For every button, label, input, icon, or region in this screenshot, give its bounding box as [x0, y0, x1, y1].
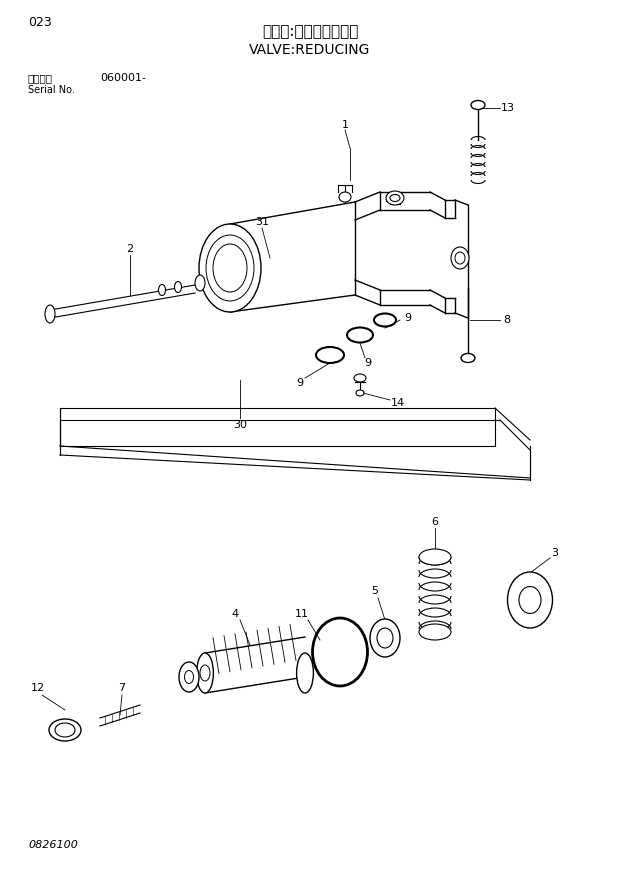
- Ellipse shape: [508, 572, 552, 628]
- Text: 2: 2: [126, 244, 133, 254]
- Ellipse shape: [451, 247, 469, 269]
- Ellipse shape: [45, 305, 55, 323]
- Text: バルブ:レデューシング: バルブ:レデューシング: [262, 25, 358, 39]
- Text: 0826100: 0826100: [28, 840, 78, 850]
- Ellipse shape: [419, 624, 451, 640]
- Text: 8: 8: [503, 315, 510, 325]
- Text: 5: 5: [371, 586, 378, 596]
- Text: 31: 31: [255, 217, 269, 227]
- Ellipse shape: [354, 374, 366, 382]
- Text: 023: 023: [28, 16, 51, 29]
- Ellipse shape: [296, 653, 313, 693]
- Text: 9: 9: [404, 313, 412, 323]
- Text: 4: 4: [231, 609, 239, 619]
- Text: VALVE:REDUCING: VALVE:REDUCING: [249, 43, 371, 57]
- Ellipse shape: [174, 281, 182, 293]
- Text: 7: 7: [118, 683, 126, 693]
- Ellipse shape: [419, 549, 451, 565]
- Text: 9: 9: [365, 358, 371, 368]
- Text: 13: 13: [501, 103, 515, 113]
- Text: 060001-: 060001-: [100, 73, 146, 83]
- Ellipse shape: [471, 101, 485, 110]
- Text: 30: 30: [233, 420, 247, 430]
- Text: 9: 9: [296, 378, 304, 388]
- Ellipse shape: [179, 662, 199, 692]
- Ellipse shape: [159, 285, 166, 295]
- Ellipse shape: [356, 390, 364, 396]
- Text: 6: 6: [432, 517, 438, 527]
- Ellipse shape: [197, 653, 213, 693]
- Ellipse shape: [461, 354, 475, 363]
- Ellipse shape: [199, 224, 261, 312]
- Text: Serial No.: Serial No.: [28, 85, 75, 95]
- Text: 3: 3: [552, 548, 559, 558]
- Ellipse shape: [49, 719, 81, 741]
- Text: 12: 12: [31, 683, 45, 693]
- Ellipse shape: [195, 275, 205, 291]
- Text: 11: 11: [295, 609, 309, 619]
- Ellipse shape: [386, 191, 404, 205]
- Ellipse shape: [370, 619, 400, 657]
- Text: 14: 14: [391, 398, 405, 408]
- Text: 1: 1: [342, 120, 348, 130]
- Ellipse shape: [339, 192, 351, 202]
- Text: 適用号機: 適用号機: [28, 73, 53, 83]
